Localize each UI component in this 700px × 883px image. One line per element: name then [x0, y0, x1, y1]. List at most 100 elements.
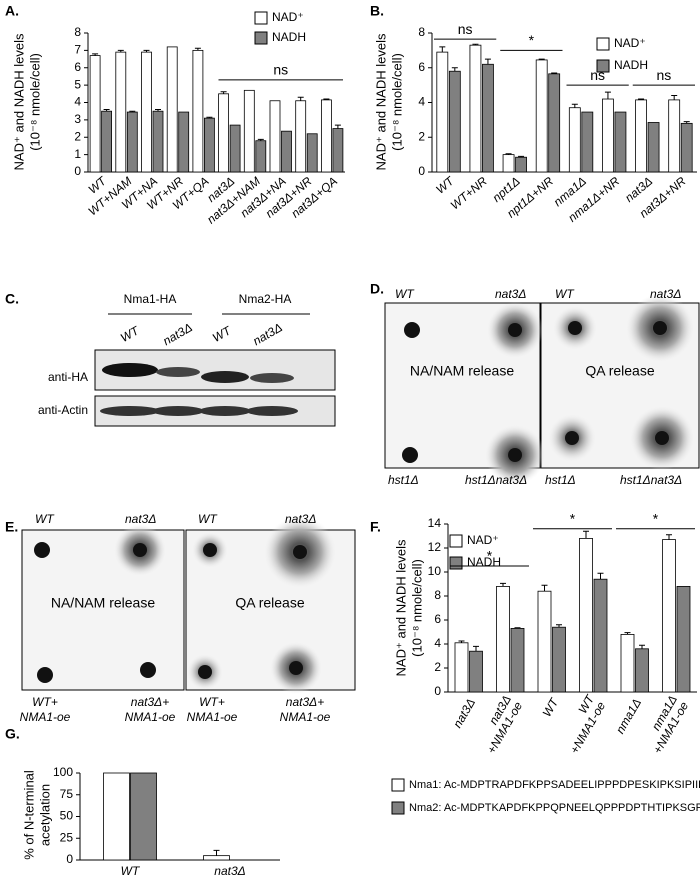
- bar: [243, 89, 255, 173]
- y-tick-label: 14: [428, 516, 442, 530]
- bar: [203, 855, 230, 861]
- bar: [255, 140, 267, 173]
- error-bar: [155, 108, 161, 112]
- strain-label: nat3Δ+: [131, 695, 169, 709]
- strain-label: hst1Δ: [388, 473, 419, 487]
- bar: [593, 578, 608, 693]
- lane-label: WT: [210, 323, 235, 345]
- strain-label: NMA1-oe: [187, 710, 238, 724]
- y-tick-label: 0: [74, 164, 81, 178]
- error-bar: [583, 530, 589, 539]
- bar: [502, 154, 515, 173]
- lane-label: WT: [118, 323, 143, 345]
- lane-label: nat3Δ: [160, 320, 194, 348]
- x-tick-group: WT+NR: [448, 174, 490, 213]
- bar: [680, 122, 693, 173]
- plates-e: E. WT nat3Δ WT nat3Δ NA/NAM release QA r…: [5, 512, 356, 724]
- disc: [140, 662, 156, 678]
- strain-label: nat3Δ: [285, 512, 316, 526]
- error-bar: [551, 72, 558, 74]
- error-bar: [624, 632, 631, 635]
- bar: [101, 110, 112, 173]
- legend-label: NADH: [272, 30, 306, 44]
- error-bar: [297, 96, 304, 101]
- bar: [602, 98, 614, 173]
- bar: [496, 586, 510, 693]
- error-bar: [213, 849, 220, 856]
- row-label: anti-HA: [48, 370, 88, 384]
- significance-label: *: [529, 32, 535, 48]
- bar: [130, 772, 157, 861]
- x-tick-group: nat3Δ: [450, 696, 478, 730]
- blot-panel: C. Nma1-HA Nma2-HA WT nat3Δ WT nat3Δ ant…: [5, 291, 336, 427]
- strain-label: NMA1-oe: [280, 710, 331, 724]
- bar: [281, 130, 292, 173]
- significance-label: *: [487, 548, 493, 564]
- bar: [676, 586, 691, 693]
- bar: [614, 111, 627, 173]
- bar: [306, 133, 318, 173]
- disc: [402, 447, 418, 463]
- bar: [152, 110, 164, 173]
- band: [199, 406, 251, 416]
- x-tick-group: WT+NMA1-oe: [567, 691, 608, 756]
- bar: [229, 124, 241, 173]
- significance-label: ns: [458, 21, 473, 37]
- disc: [568, 321, 582, 335]
- bar: [192, 49, 204, 173]
- bar: [436, 51, 449, 173]
- y-tick-label: 6: [74, 60, 81, 74]
- x-tick-group: WT: [121, 864, 141, 878]
- strain-label: WT: [395, 287, 415, 301]
- legend-swatch: [254, 11, 268, 25]
- condition-label: QA release: [585, 363, 654, 379]
- y-tick-label: 4: [74, 95, 81, 109]
- bar: [469, 650, 483, 693]
- y-axis-label: NAD⁺ and NADH levels: [373, 33, 388, 170]
- panel-label: C.: [5, 291, 19, 307]
- legend-swatch: [391, 778, 405, 792]
- disc: [508, 448, 522, 462]
- y-tick-label: 2: [434, 660, 441, 674]
- bar: [448, 70, 461, 173]
- bar: [115, 51, 127, 173]
- error-bar: [117, 49, 124, 53]
- bar: [668, 99, 681, 173]
- y-tick-label: 7: [74, 43, 81, 57]
- band: [156, 367, 200, 377]
- legend-swatch: [449, 534, 463, 548]
- error-bar: [597, 572, 604, 580]
- y-tick-label: 4: [434, 636, 441, 650]
- y-tick-label: 6: [418, 60, 425, 74]
- y-tick-label: 8: [434, 588, 441, 602]
- strain-label: nat3Δ: [495, 287, 526, 301]
- condition-label: QA release: [235, 595, 304, 611]
- y-tick-label: 2: [74, 129, 81, 143]
- error-bar: [556, 624, 562, 628]
- error-bar: [473, 645, 479, 652]
- x-tick-group: nma1Δ: [613, 696, 644, 736]
- panel-label: D.: [370, 281, 384, 297]
- band: [102, 363, 158, 377]
- bar: [332, 128, 344, 173]
- bar: [552, 626, 566, 693]
- error-bar: [92, 53, 99, 56]
- y-axis-label: (10⁻⁸ nmole/cell): [27, 53, 42, 151]
- y-tick-label: 2: [418, 129, 425, 143]
- legend-swatch: [391, 801, 405, 815]
- legend-swatch: [596, 37, 610, 51]
- condition-label: NA/NAM release: [51, 595, 155, 611]
- strain-label: WT: [555, 287, 575, 301]
- row-label: anti-Actin: [38, 403, 88, 417]
- strain-label: hst1Δnat3Δ: [620, 473, 682, 487]
- y-axis-label: acetylation: [37, 784, 52, 846]
- bar: [218, 93, 230, 173]
- bar: [548, 73, 561, 173]
- bar: [89, 55, 101, 173]
- y-tick-label: 100: [53, 765, 73, 779]
- y-axis-label: NAD⁺ and NADH levels: [393, 539, 408, 676]
- x-tick-label: WT+NR: [448, 174, 490, 213]
- legend-label: NAD⁺: [467, 533, 499, 547]
- error-bar: [639, 644, 645, 649]
